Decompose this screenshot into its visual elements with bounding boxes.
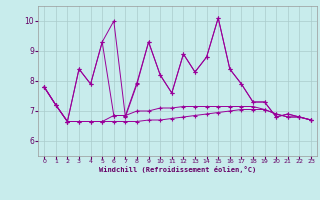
X-axis label: Windchill (Refroidissement éolien,°C): Windchill (Refroidissement éolien,°C) [99, 166, 256, 173]
